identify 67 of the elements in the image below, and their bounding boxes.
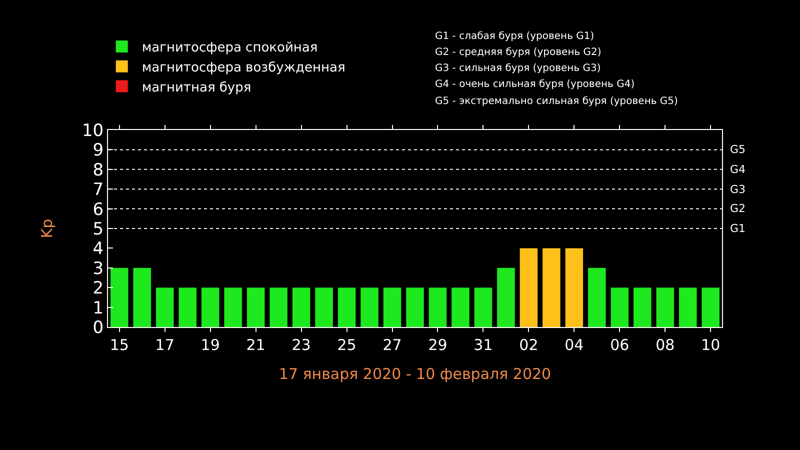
x-tick-label: 15: [110, 336, 129, 354]
bar: [224, 288, 242, 327]
bar: [383, 288, 402, 327]
y-tick-label: 3: [92, 258, 104, 279]
ref-line-label: G1: [730, 222, 746, 235]
x-tick-label: 21: [246, 336, 266, 354]
y-tick-label: 9: [92, 140, 104, 161]
x-tick-label: 17: [155, 336, 174, 354]
text: G3 - сильная буря (уровень G3): [435, 63, 601, 74]
x-tick-label: 29: [428, 336, 448, 354]
bar: [702, 288, 720, 327]
legend-label: магнитная буря: [142, 80, 252, 96]
text: G5 - экстремально сильная буря (уровень G5): [435, 96, 678, 107]
y-tick-label: 7: [92, 180, 104, 200]
bar: [201, 288, 220, 327]
x-tick-label: 10: [701, 336, 720, 354]
ref-line-label: G4: [730, 163, 746, 176]
bar: [474, 288, 492, 327]
x-tick-label: 27: [382, 336, 402, 354]
bar: [428, 288, 447, 327]
bar: [133, 268, 151, 327]
bar: [610, 288, 629, 327]
y-tick-label: 8: [92, 160, 104, 180]
bar: [360, 288, 378, 327]
y-tick-label: 2: [92, 278, 104, 299]
legend-label: магнитосфера спокойная: [142, 40, 318, 56]
ref-line-label: G3: [730, 183, 746, 196]
x-axis-title: 17 января 2020 - 10 февраля 2020: [278, 365, 552, 383]
bar: [497, 268, 515, 327]
bar: [178, 288, 196, 327]
bar: [520, 248, 538, 327]
bar: [565, 248, 584, 327]
text: G4 - очень сильная буря (уровень G4): [435, 79, 635, 90]
x-tick-label: 02: [519, 336, 538, 354]
legend-label: магнитосфера возбужденная: [142, 60, 346, 76]
bar: [338, 288, 356, 327]
bar: [634, 288, 652, 327]
x-tick-label: 08: [656, 336, 675, 354]
bar: [292, 288, 310, 327]
bar: [110, 268, 128, 327]
bar: [156, 288, 174, 327]
y-tick-label: 6: [92, 200, 104, 220]
x-tick-label: 31: [474, 336, 493, 354]
bar: [315, 288, 333, 327]
y-tick-label: 10: [82, 120, 104, 141]
x-tick-label: 23: [292, 336, 311, 354]
text: G1 - слабая буря (уровень G1): [435, 31, 594, 42]
y-tick-label: 4: [92, 239, 104, 260]
bar: [542, 248, 560, 327]
bar: [656, 288, 674, 327]
x-tick-label: 04: [564, 336, 584, 354]
ref-line-label: G2: [730, 202, 746, 215]
x-tick-label: 19: [200, 336, 220, 354]
bar: [679, 288, 697, 327]
bar: [270, 288, 288, 327]
bar: [588, 268, 606, 327]
y-tick-label: 1: [92, 298, 104, 318]
bar: [452, 288, 470, 327]
x-tick-label: 25: [337, 336, 356, 354]
bar: [406, 288, 424, 327]
bar: [246, 288, 265, 327]
text: G2 - средняя буря (уровень G2): [435, 47, 602, 58]
y-tick-label: 0: [92, 318, 104, 338]
ref-line-label: G5: [730, 143, 746, 156]
x-tick-label: 06: [610, 336, 630, 354]
y-tick-label: 5: [92, 219, 104, 240]
y-axis-title: Kp: [38, 218, 56, 238]
